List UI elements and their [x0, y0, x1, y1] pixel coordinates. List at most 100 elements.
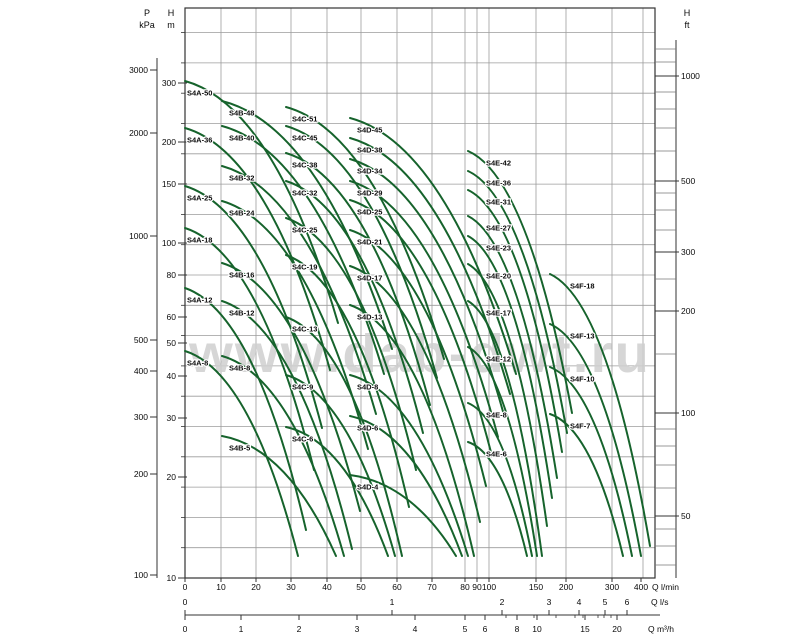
pump-curve-S4E-31 [467, 189, 563, 453]
svg-text:200: 200 [681, 306, 695, 316]
svg-text:500: 500 [681, 176, 695, 186]
svg-text:6: 6 [483, 624, 488, 634]
curve-label-S4C-6: S4C-6 [292, 435, 313, 444]
curve-label-S4B-24: S4B-24 [229, 209, 255, 218]
pump-curve-S4A-18 [184, 227, 315, 471]
svg-text:0: 0 [183, 597, 188, 607]
svg-text:10: 10 [167, 573, 177, 583]
curve-label-S4D-38: S4D-38 [357, 146, 382, 155]
svg-text:4: 4 [577, 597, 582, 607]
pump-curve-S4C-6 [285, 426, 389, 557]
pump-curve-S4D-45 [349, 117, 517, 375]
curve-label-S4F-18: S4F-18 [570, 282, 595, 291]
curve-label-S4E-42: S4E-42 [486, 159, 511, 168]
pump-curve-S4C-13 [285, 316, 403, 557]
svg-text:100: 100 [162, 238, 176, 248]
svg-text:Q m³/h: Q m³/h [648, 624, 674, 634]
svg-text:50: 50 [356, 582, 366, 592]
svg-text:H: H [684, 8, 691, 18]
pump-curve-S4F-10 [549, 366, 633, 557]
flow-axis-lmin: 0 10 20 30 40 50 60 70 80 90 100 150 200 300 400 Q l/mi… [183, 578, 679, 592]
curve-label-S4D-25: S4D-25 [357, 208, 382, 217]
curve-label-S4D-17: S4D-17 [357, 274, 382, 283]
svg-text:200: 200 [162, 137, 176, 147]
pump-curve-S4F-7 [549, 413, 624, 557]
pump-curve-S4D-6 [349, 415, 463, 557]
curve-label-S4C-13: S4C-13 [292, 325, 317, 334]
pump-curve-S4E-36 [467, 170, 568, 434]
svg-text:90: 90 [472, 582, 482, 592]
curve-label-S4B-8: S4B-8 [229, 364, 250, 373]
pump-curve-S4D-17 [349, 265, 481, 523]
svg-text:200: 200 [134, 469, 148, 479]
pump-curves [184, 80, 651, 557]
svg-text:60: 60 [392, 582, 402, 592]
svg-text:Q l/s: Q l/s [651, 597, 668, 607]
pump-curve-S4C-25 [285, 217, 417, 471]
curve-label-S4A-25: S4A-25 [187, 194, 212, 203]
pump-curve-S4C-19 [285, 254, 410, 508]
svg-text:m: m [167, 20, 175, 30]
svg-text:2: 2 [500, 597, 505, 607]
head-axis-m: Hm 300 200 150 100 80 60 50 40 30 20 10 [162, 8, 187, 583]
curve-label-S4F-7: S4F-7 [570, 422, 590, 431]
curve-label-S4F-10: S4F-10 [570, 375, 595, 384]
pump-curve-S4C-51 [285, 106, 445, 360]
curve-label-S4D-6: S4D-6 [357, 424, 378, 433]
svg-text:2: 2 [297, 624, 302, 634]
curve-label-S4B-32: S4B-32 [229, 174, 254, 183]
svg-text:8: 8 [515, 624, 520, 634]
svg-text:100: 100 [134, 570, 148, 580]
pump-curve-S4B-48 [221, 100, 393, 350]
pump-curve-S4A-8 [184, 350, 299, 557]
pump-curve-S4A-25 [184, 185, 323, 429]
svg-text:40: 40 [167, 371, 177, 381]
svg-text:300: 300 [681, 247, 695, 257]
pump-curve-S4F-13 [549, 323, 642, 557]
pump-curve-S4F-18 [549, 273, 651, 547]
svg-text:100: 100 [482, 582, 496, 592]
svg-text:300: 300 [605, 582, 619, 592]
pump-curve-S4E-20 [467, 263, 548, 527]
svg-text:300: 300 [162, 78, 176, 88]
svg-text:100: 100 [681, 408, 695, 418]
svg-text:200: 200 [559, 582, 573, 592]
pump-curve-S4E-8 [467, 402, 533, 557]
svg-text:3000: 3000 [129, 65, 148, 75]
curve-label-S4C-19: S4C-19 [292, 263, 317, 272]
svg-text:4: 4 [413, 624, 418, 634]
pump-curve-S4E-23 [467, 235, 553, 499]
curve-label-S4B-40: S4B-40 [229, 134, 254, 143]
curve-label-S4C-32: S4C-32 [292, 189, 317, 198]
svg-text:80: 80 [460, 582, 470, 592]
svg-text:10: 10 [532, 624, 542, 634]
pump-curve-S4D-21 [349, 229, 487, 487]
pump-curve-S4A-36 [184, 127, 331, 371]
curve-label-S4C-45: S4C-45 [292, 134, 317, 143]
curve-label-S4B-16: S4B-16 [229, 271, 254, 280]
svg-text:150: 150 [529, 582, 543, 592]
svg-text:70: 70 [427, 582, 437, 592]
svg-text:400: 400 [134, 366, 148, 376]
svg-text:Q l/min: Q l/min [652, 582, 679, 592]
pump-curve-S4E-42 [467, 150, 573, 414]
curve-label-S4E-6: S4E-6 [486, 450, 507, 459]
svg-text:1: 1 [390, 597, 395, 607]
curve-label-S4C-9: S4C-9 [292, 383, 313, 392]
curve-label-S4B-48: S4B-48 [229, 109, 254, 118]
svg-text:H: H [168, 8, 175, 18]
pump-curve-S4C-45 [285, 125, 438, 379]
curve-label-S4D-4: S4D-4 [357, 483, 379, 492]
pump-curve-S4E-12 [467, 346, 538, 557]
pump-curve-S4B-16 [221, 262, 361, 512]
svg-text:150: 150 [162, 179, 176, 189]
curve-label-S4E-20: S4E-20 [486, 272, 511, 281]
svg-text:ft: ft [684, 20, 690, 30]
pump-curve-S4D-38 [349, 137, 511, 395]
curve-label-S4D-21: S4D-21 [357, 238, 382, 247]
curve-label-S4A-50: S4A-50 [187, 89, 212, 98]
svg-text:15: 15 [580, 624, 590, 634]
